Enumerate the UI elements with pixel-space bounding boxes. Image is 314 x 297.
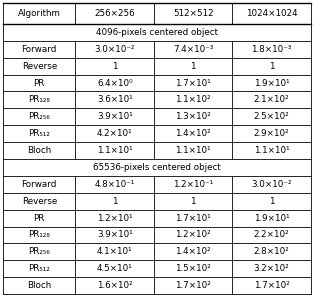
Text: Bloch: Bloch [27,281,51,290]
Text: PR₂₅₆: PR₂₅₆ [29,112,50,121]
Text: 1: 1 [269,62,274,71]
Text: 1.8×10⁻³: 1.8×10⁻³ [252,45,292,54]
Text: PR₂₅₆: PR₂₅₆ [29,247,50,256]
Text: 1.9×10¹: 1.9×10¹ [254,78,290,88]
Text: 1.1×10¹: 1.1×10¹ [175,146,211,155]
Text: 1024×1024: 1024×1024 [246,9,297,18]
Text: 4.1×10¹: 4.1×10¹ [97,247,133,256]
Text: Bloch: Bloch [27,146,51,155]
Text: 3.0×10⁻²: 3.0×10⁻² [252,180,292,189]
Text: 2.9×10²: 2.9×10² [254,129,290,138]
Text: 65536-pixels centered object: 65536-pixels centered object [93,163,221,172]
Text: Reverse: Reverse [22,197,57,206]
Text: 4.5×10¹: 4.5×10¹ [97,264,133,273]
Text: 2.5×10²: 2.5×10² [254,112,290,121]
Text: Reverse: Reverse [22,62,57,71]
Text: 2.2×10²: 2.2×10² [254,230,290,239]
Text: 1.4×10²: 1.4×10² [175,247,211,256]
Text: 4.8×10⁻¹: 4.8×10⁻¹ [95,180,135,189]
Text: 3.0×10⁻²: 3.0×10⁻² [95,45,135,54]
Text: PR: PR [34,78,45,88]
Text: 3.9×10¹: 3.9×10¹ [97,230,133,239]
Text: 1.7×10²: 1.7×10² [175,281,211,290]
Text: 1.6×10²: 1.6×10² [97,281,133,290]
Text: 1: 1 [269,197,274,206]
Text: PR: PR [34,214,45,222]
Text: Forward: Forward [22,180,57,189]
Text: 1: 1 [112,197,117,206]
Text: 1.1×10¹: 1.1×10¹ [97,146,133,155]
Text: 1.2×10²: 1.2×10² [175,230,211,239]
Text: 512×512: 512×512 [173,9,214,18]
Text: 1: 1 [190,62,196,71]
Text: 4096-pixels centered object: 4096-pixels centered object [96,28,218,37]
Text: 1.4×10²: 1.4×10² [175,129,211,138]
Text: 256×256: 256×256 [95,9,135,18]
Text: 1.2×10⁻¹: 1.2×10⁻¹ [173,180,213,189]
Text: 4.2×10¹: 4.2×10¹ [97,129,133,138]
Text: 1.1×10²: 1.1×10² [175,95,211,104]
Text: 3.2×10²: 3.2×10² [254,264,290,273]
Text: 3.9×10¹: 3.9×10¹ [97,112,133,121]
Text: PR₁₂₈: PR₁₂₈ [28,230,50,239]
Text: 1.7×10¹: 1.7×10¹ [175,214,211,222]
Text: 1.7×10²: 1.7×10² [254,281,290,290]
Text: 2.8×10²: 2.8×10² [254,247,290,256]
Text: 3.6×10¹: 3.6×10¹ [97,95,133,104]
Text: 2.1×10²: 2.1×10² [254,95,290,104]
Text: 1.5×10²: 1.5×10² [175,264,211,273]
Text: 1.3×10²: 1.3×10² [175,112,211,121]
Text: 1: 1 [112,62,117,71]
Text: PR₅₁₂: PR₅₁₂ [28,264,50,273]
Text: 1.9×10¹: 1.9×10¹ [254,214,290,222]
Text: 6.4×10⁰: 6.4×10⁰ [97,78,133,88]
Text: 7.4×10⁻³: 7.4×10⁻³ [173,45,213,54]
Text: Algorithm: Algorithm [18,9,61,18]
Text: PR₁₂₈: PR₁₂₈ [28,95,50,104]
Text: 1.2×10¹: 1.2×10¹ [97,214,133,222]
Text: 1.7×10¹: 1.7×10¹ [175,78,211,88]
Text: 1: 1 [190,197,196,206]
Text: PR₅₁₂: PR₅₁₂ [28,129,50,138]
Text: Forward: Forward [22,45,57,54]
Text: 1.1×10¹: 1.1×10¹ [254,146,290,155]
